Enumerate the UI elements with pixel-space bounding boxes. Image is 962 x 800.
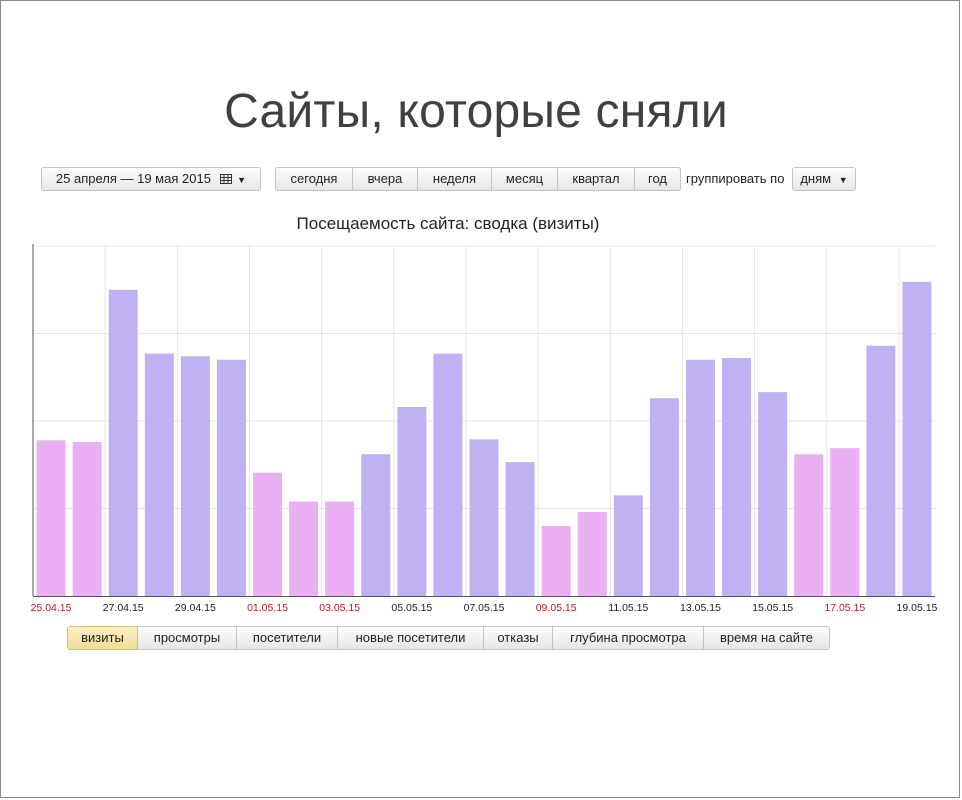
bar [180,356,210,596]
tab-pageviews[interactable]: просмотры [138,626,237,650]
bar [325,501,355,596]
bar [902,281,932,596]
bar [577,512,607,596]
bar [505,462,535,596]
chart-title: Посещаемость сайта: сводка (визиты) [296,214,600,233]
bar [397,407,427,596]
period-year-button[interactable]: год [635,167,681,191]
x-tick-label: 19.05.15 [897,602,938,614]
bar [361,454,391,596]
bar [758,392,788,596]
dropdown-arrow-icon: ▼ [838,175,848,185]
period-yesterday-button[interactable]: вчера [353,167,418,191]
x-tick-label: 07.05.15 [464,602,505,614]
bar [108,289,138,596]
x-tick-label: 03.05.15 [319,602,360,614]
group-by-value: дням [800,171,832,186]
bar [289,501,319,596]
period-month-button[interactable]: месяц [492,167,558,191]
bar [613,495,643,596]
bar [541,526,571,596]
group-by-select[interactable]: дням ▼ [792,167,856,191]
x-tick-label: 13.05.15 [680,602,721,614]
tab-depth[interactable]: глубина просмотра [553,626,704,650]
x-tick-label: 25.04.15 [31,602,72,614]
calendar-icon [219,169,232,191]
x-tick-label: 17.05.15 [824,602,865,614]
date-range-picker[interactable]: 25 апреля — 19 мая 2015 ▼ [41,167,261,191]
bar [830,448,860,596]
tab-new-visitors[interactable]: новые посетители [338,626,484,650]
x-tick-label: 29.04.15 [175,602,216,614]
x-tick-label: 15.05.15 [752,602,793,614]
bar [72,442,102,596]
bar [144,353,174,596]
tab-visitors[interactable]: посетители [237,626,338,650]
x-tick-label: 11.05.15 [608,602,648,614]
bar [685,359,715,596]
period-quarter-button[interactable]: квартал [558,167,635,191]
bar [866,345,896,596]
x-tick-label: 01.05.15 [247,602,288,614]
dropdown-arrow-icon: ▼ [237,175,247,185]
bar [469,439,499,596]
tab-time-on-site[interactable]: время на сайте [704,626,830,650]
bar [649,398,679,596]
bar [722,358,752,596]
x-tick-label: 05.05.15 [391,602,432,614]
period-week-button[interactable]: неделя [418,167,492,191]
bar [216,359,246,596]
tab-visits[interactable]: визиты [67,626,138,650]
period-today-button[interactable]: сегодня [275,167,353,191]
slide-title: Сайты, которые сняли [224,85,728,138]
bar [433,353,463,596]
group-by-label: группировать по [686,171,785,186]
x-tick-label: 27.04.15 [103,602,144,614]
bar [794,454,824,596]
bar [253,472,283,596]
x-tick-label: 09.05.15 [536,602,577,614]
bar [36,440,66,596]
tab-bounces[interactable]: отказы [484,626,553,650]
date-range-label: 25 апреля — 19 мая 2015 [55,171,211,186]
